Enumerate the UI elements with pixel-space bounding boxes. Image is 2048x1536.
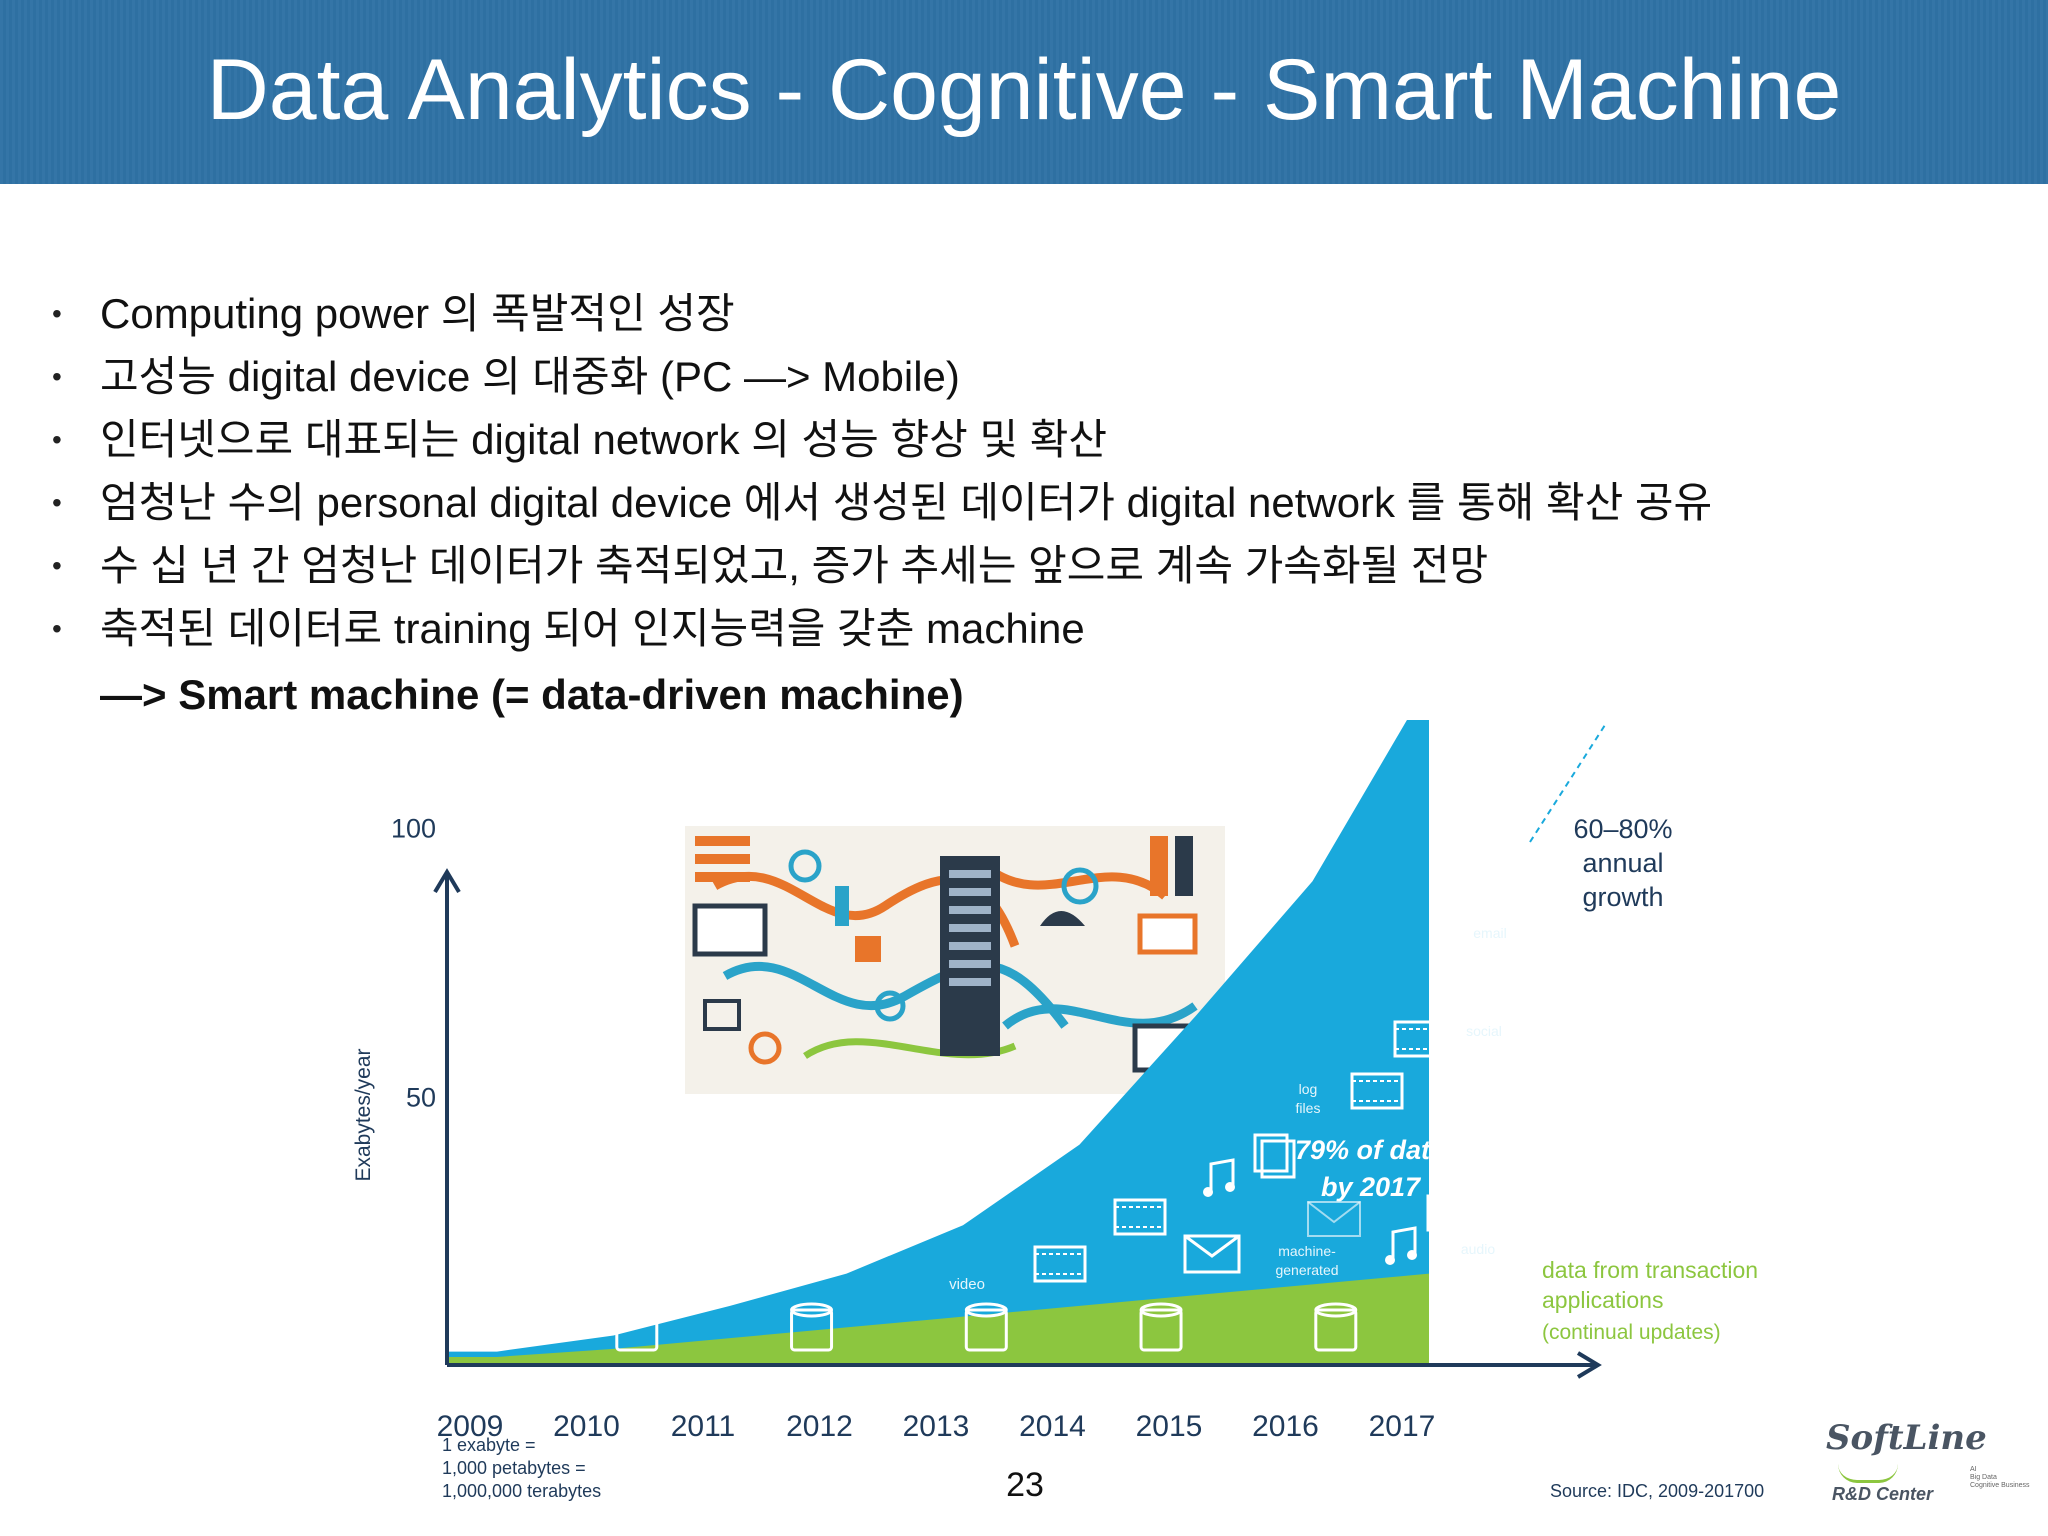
x-tick-label: 2015 [1136,1410,1203,1443]
x-axis-arrow-icon [1576,1351,1602,1379]
growth-annotation-line: annual [1582,848,1663,878]
film-icon [1393,1020,1447,1058]
film-icon [1426,1194,1480,1232]
database-icon [1314,1302,1358,1352]
film-icon [1033,1245,1087,1283]
x-tick-labels: 2009 2010 2011 2012 2013 2014 2015 2016 2017 [437,1410,1436,1443]
machine-generated-label: machine- [1278,1243,1336,1259]
log-files-label: files [1296,1100,1321,1116]
growth-annotation-line: 60–80% [1573,814,1672,844]
film-icon [1453,1120,1505,1158]
bullet-item: • 인터넷으로 대표되는 digital network 의 성능 향상 및 확산 [48,408,2008,471]
y-axis-arrow-icon [433,868,461,894]
chart-areas [447,720,1429,1365]
database-icon [790,1302,834,1352]
bullet-text: 수 십 년 간 엄청난 데이터가 축적되었고, 증가 추세는 앞으로 계속 가속… [100,542,1489,589]
slide-title: Data Analytics - Cognitive - Smart Machi… [206,42,1842,138]
logo-wordmark: SoftLine [1826,1418,1987,1458]
growth-trend-line [1529,724,1606,843]
video-label: video [949,1276,985,1293]
infographic-illustration [685,826,1225,1094]
bullet-dot: • [52,487,62,518]
x-tick-label: 2014 [1019,1410,1086,1443]
machine-generated-label: generated [1275,1262,1338,1278]
database-icon [964,1302,1008,1352]
share-annotation-line: by 2017 [1321,1172,1422,1202]
database-icon [615,1302,659,1352]
music-note-icon [1385,1226,1417,1265]
bullet-text: 인터넷으로 대표되는 digital network 의 성능 향상 및 확산 [100,416,1108,463]
bullet-list: • Computing power 의 폭발적인 성장 • 고성능 digital … [48,282,2008,660]
unstructured-data-area [447,720,1429,1365]
page-number: 23 [1006,1466,1044,1504]
bullet-text: 축적된 데이터로 training 되어 인지능력을 갖춘 machine [100,605,1085,652]
growth-annotation-line: growth [1582,882,1663,912]
logo-rd-center: R&D Center [1832,1484,1934,1504]
source-citation: Source: IDC, 2009-201700 [1550,1481,1764,1501]
y-tick-label: 100 [391,814,436,844]
bullet-item: • 엄청난 수의 personal digital device 에서 생성된 데… [48,471,2008,534]
bullet-text: 고성능 digital device 의 대중화 (PC —> Mobile) [100,353,960,400]
transaction-data-area [447,1273,1429,1365]
x-tick-label: 2016 [1252,1410,1319,1443]
bullet-dot: • [52,361,62,392]
x-tick-label: 2010 [553,1410,620,1443]
bullet-item: • Computing power 의 폭발적인 성장 [48,282,2008,345]
logo-swoosh-icon [1838,1464,1898,1483]
share-annotation-line: 79% of data [1295,1135,1445,1165]
bullet-dot: • [52,550,62,581]
bullet-text: 엄청난 수의 personal digital device 에서 생성된 데이… [100,479,1713,526]
music-note-icon [1465,1048,1497,1087]
transaction-annotation-line: (continual updates) [1542,1321,1721,1344]
social-label: social [1466,1023,1502,1039]
logo-subtitle-line: Big Data [1970,1474,1997,1481]
email-icon [1183,1234,1241,1274]
x-tick-label: 2011 [671,1410,736,1443]
audio-label: audio [1461,1241,1495,1257]
database-icons [615,1302,1358,1352]
bullet-item: • 고성능 digital device 의 대중화 (PC —> Mobile) [48,345,2008,408]
y-tick-label: 50 [406,1082,436,1112]
conclusion-text: —> Smart machine (= data-driven machine) [100,671,964,718]
film-icon [1113,1198,1167,1236]
email-label: email [1473,925,1506,941]
document-stack-icon [1253,1133,1296,1179]
logo-subtitle: AI Big Data Cognitive Business [1970,1466,2030,1490]
footnote-line: 1,000 petabytes = [442,1458,586,1478]
y-axis-label: Exabytes/year [352,1048,375,1181]
music-note-icon [1203,1158,1235,1197]
email-icon [1438,960,1500,1002]
x-tick-label: 2012 [786,1410,853,1443]
email-icon [1307,1201,1361,1237]
x-tick-label: 2009 [437,1410,504,1443]
bullet-item: • 축적된 데이터로 training 되어 인지능력을 갖춘 machine [48,597,2008,660]
transaction-annotation-line: data from transaction [1542,1257,1758,1283]
database-icon [1139,1302,1183,1352]
data-growth-chart: Exabytes/year 100 50 2009 2010 2011 2012 201… [352,720,1764,1501]
log-files-label: log [1299,1081,1318,1097]
bullet-item: • 수 십 년 간 엄청난 데이터가 축적되었고, 증가 추세는 앞으로 계속 가… [48,534,2008,597]
footnote-line: 1 exabyte = [442,1435,536,1455]
bullet-text: Computing power 의 폭발적인 성장 [100,290,735,337]
softline-logo: SoftLine AI Big Data Cognitive Business … [1820,1418,2030,1510]
logo-subtitle-line: AI [1970,1466,1977,1473]
x-tick-label: 2013 [903,1410,970,1443]
transaction-annotation-line: applications [1542,1287,1663,1313]
bullet-dot: • [52,298,62,329]
x-tick-label: 2017 [1369,1410,1436,1443]
bullet-dot: • [52,613,62,644]
title-banner: Data Analytics - Cognitive - Smart Machi… [0,0,2048,184]
bullet-dot: • [52,424,62,455]
footnote-line: 1,000,000 terabytes [442,1481,601,1501]
film-icon [1350,1072,1404,1110]
logo-subtitle-line: Cognitive Business [1970,1482,2030,1489]
